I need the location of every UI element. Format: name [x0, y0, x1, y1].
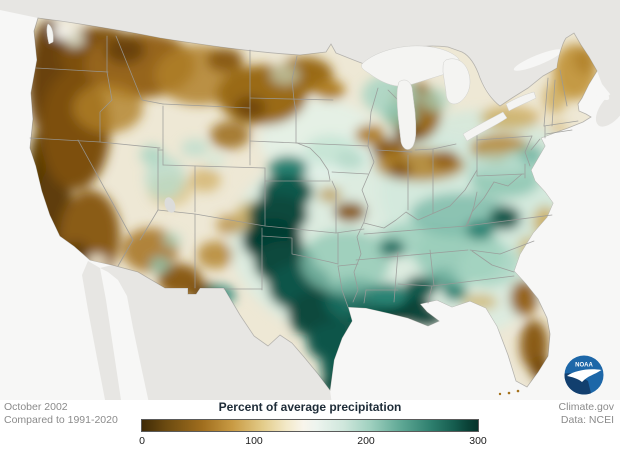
bay-of-fundy-water [584, 79, 610, 101]
noaa-logo: NOAA [564, 355, 604, 395]
state-borders [29, 35, 579, 308]
legend-title: Percent of average precipitation [218, 400, 402, 414]
date-line2: Compared to 1991-2020 [4, 413, 118, 426]
legend-tick-200: 200 [357, 435, 375, 447]
credit-caption: Climate.gov Data: NCEI [559, 401, 614, 426]
canada-landmass [0, 0, 620, 106]
nova-scotia-landmass [595, 89, 620, 127]
great-salt-lake [164, 197, 176, 213]
legend-tick-0: 0 [139, 435, 145, 447]
noaa-logo-text: NOAA [575, 363, 593, 369]
legend-colorbar [141, 419, 479, 432]
date-line1: October 2002 [4, 401, 68, 413]
credit-line2: Data: NCEI [560, 413, 614, 426]
lake-erie [462, 111, 508, 142]
lake-ontario [505, 91, 537, 112]
lake-huron [442, 58, 471, 105]
great-lakes [46, 23, 537, 213]
florida-keys [498, 389, 520, 396]
st-lawrence-water [513, 49, 563, 71]
date-caption: October 2002 Compared to 1991-2020 [4, 401, 118, 426]
legend-tick-100: 100 [245, 435, 263, 447]
puget-sound [46, 23, 54, 45]
lake-michigan [396, 79, 417, 150]
legend-tick-300: 300 [469, 435, 487, 447]
credit-line1: Climate.gov [558, 401, 614, 413]
